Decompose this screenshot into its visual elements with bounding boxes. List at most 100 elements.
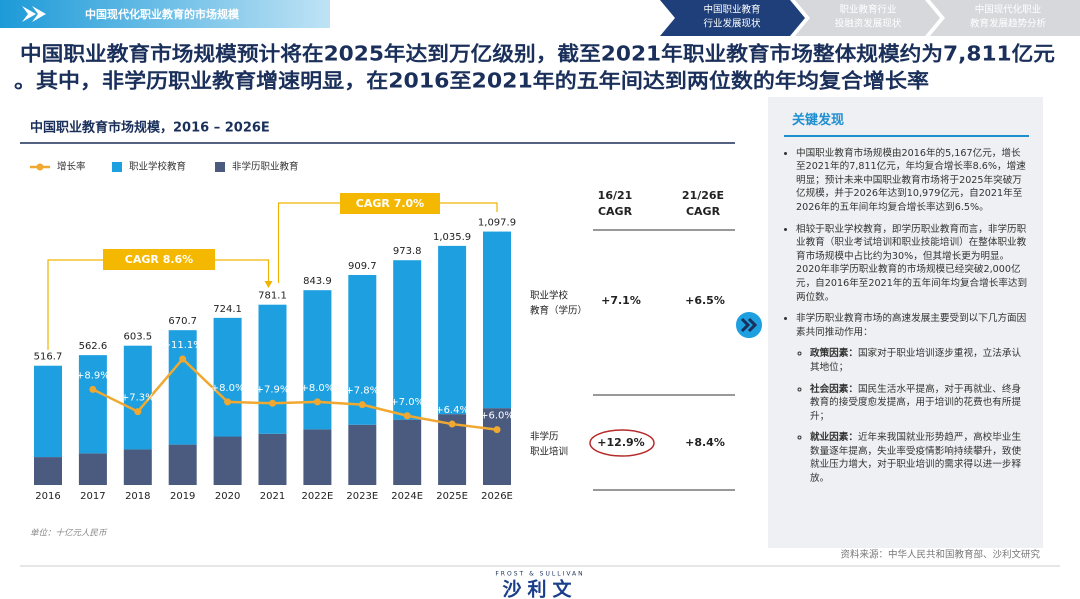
- bar-segment: [393, 419, 422, 485]
- bullet-group: 非学历职业教育市场的高速发展主要受到以下几方面因素共同推动作用： 政策因素：国家…: [796, 312, 1029, 486]
- growth-point: [89, 385, 97, 393]
- legend-label: 职业学校教育: [129, 161, 186, 173]
- bar-segment: [348, 275, 377, 425]
- nav-tab-label: 行业发展现状: [703, 18, 761, 30]
- growth-point: [224, 398, 232, 406]
- bar-segment: [483, 408, 511, 485]
- bar-segment: [483, 231, 511, 409]
- x-tick-label: 2016: [35, 491, 60, 502]
- bar-segment: [123, 345, 152, 450]
- factor-text: 国家对于职业培训逐步重视，立法承认其地位；: [810, 348, 1022, 373]
- total-label: 603.5: [123, 332, 152, 343]
- x-tick-label: 2023E: [346, 491, 378, 502]
- x-tick-label: 2022E: [302, 491, 334, 502]
- bullet: 相较于职业学校教育，即学历职业教育而言，非学历职业教育（职业考试培训和职业技能培…: [796, 223, 1029, 305]
- x-tick-label: 2017: [80, 491, 105, 502]
- bullet: 非学历职业教育市场的高速发展主要受到以下几方面因素共同推动作用：: [796, 313, 1027, 338]
- legend-label: 增长率: [57, 161, 86, 173]
- cagr-label: CAGR 8.6%: [125, 253, 193, 266]
- bar-segment: [258, 304, 287, 434]
- x-tick-label: 2026E: [481, 491, 513, 502]
- nav-tab-label: 中国职业教育: [703, 4, 760, 16]
- logo-en: FROST & SULLIVAN: [495, 571, 584, 578]
- bar-segment: [213, 317, 242, 437]
- table-header: 21/26E: [682, 189, 724, 202]
- x-tick-label: 2021: [260, 491, 285, 502]
- source: 资料来源：中华人民共和国教育部、沙利文研究: [840, 549, 1040, 561]
- bar-segment: [34, 365, 62, 458]
- row-label: 职业培训: [530, 446, 568, 458]
- legend-dot: [36, 163, 44, 171]
- cagr-box: [103, 249, 215, 270]
- nav-tab[interactable]: [795, 0, 940, 36]
- cagr-label: CAGR 7.0%: [356, 197, 424, 210]
- factor-text: 近年来我国就业形势趋严，高校毕业生数量逐年提高，失业率受疫情影响持续攀升，致使就…: [810, 432, 1022, 485]
- bar-segment: [303, 290, 332, 430]
- growth-label: +8.0%: [211, 383, 245, 394]
- growth-point: [179, 355, 187, 363]
- x-tick-label: 2024E: [391, 491, 423, 502]
- bullet: 中国职业教育市场规模由2016年的5,167亿元，增长至2021年的7,811亿…: [796, 147, 1029, 215]
- growth-line: [92, 357, 498, 431]
- table-header: CAGR: [686, 205, 721, 218]
- bar-segment: [78, 453, 107, 485]
- growth-point: [493, 426, 501, 434]
- x-tick-label: 2020: [215, 491, 240, 502]
- table-cell: +12.9%: [597, 436, 644, 449]
- header-icon: [22, 6, 46, 22]
- headline: 中国职业教育市场规模预计将在2025年达到万亿级别，截至2021年职业教育市场整…: [20, 42, 1055, 66]
- bar-segment: [168, 444, 197, 485]
- factor-text: 国民生活水平提高，对于再就业、终身教育的接受度愈发提高，用于培训的花费也有所提升…: [810, 383, 1022, 422]
- growth-label: +8.0%: [301, 383, 335, 394]
- total-label: 670.7: [168, 316, 197, 327]
- panel-title: 关键发现: [784, 97, 1029, 137]
- header-bar: [0, 0, 330, 28]
- table-cell: +8.4%: [685, 436, 725, 449]
- factor: 就业因素：近年来我国就业形势趋严，高校毕业生数量逐年提高，失业率受疫情影响持续攀…: [810, 431, 1029, 485]
- key-findings-panel: 关键发现 中国职业教育市场规模由2016年的5,167亿元，增长至2021年的7…: [768, 97, 1043, 548]
- total-label: 1,097.9: [478, 218, 516, 229]
- nav-tab-label: 职业教育行业: [839, 4, 896, 16]
- factor-label: 社会因素：: [810, 383, 858, 395]
- growth-label: +6.4%: [435, 405, 469, 416]
- table-header: CAGR: [598, 205, 633, 218]
- bar-segment: [348, 424, 377, 485]
- growth-label: +7.0%: [390, 397, 424, 408]
- growth-point: [269, 399, 276, 407]
- legend-swatch: [215, 162, 225, 172]
- bar-segment: [393, 260, 422, 420]
- growth-point: [403, 412, 411, 420]
- table-header: 16/21: [598, 189, 633, 202]
- growth-label: +7.9%: [256, 384, 290, 395]
- legend-label: 非学历职业教育: [232, 161, 299, 173]
- arrow-icon: [740, 317, 758, 333]
- row-label: 职业学校: [530, 290, 569, 302]
- growth-label: +7.8%: [345, 386, 379, 397]
- bar-segment: [258, 433, 287, 485]
- factor-label: 就业因素：: [810, 432, 858, 444]
- nav-tab-label: 投融资发展现状: [835, 18, 902, 30]
- nav-tab[interactable]: [660, 0, 805, 36]
- total-label: 973.8: [393, 246, 422, 257]
- bar-segment: [213, 436, 242, 485]
- table-cell: +7.1%: [601, 294, 641, 307]
- bullet-list: 中国职业教育市场规模由2016年的5,167亿元，增长至2021年的7,811亿…: [784, 147, 1029, 486]
- total-label: 843.9: [303, 276, 332, 287]
- total-label: 516.7: [34, 352, 63, 363]
- x-tick-label: 2025E: [436, 491, 468, 502]
- nav-tab-label: 中国现代化职业: [975, 4, 1042, 16]
- table-cell: +6.5%: [685, 294, 725, 307]
- total-label: 562.6: [79, 341, 108, 352]
- bar-segment: [303, 429, 332, 485]
- bar-segment: [78, 355, 107, 454]
- factor: 社会因素：国民生活水平提高，对于再就业、终身教育的接受度愈发提高，用于培训的花费…: [810, 383, 1029, 424]
- row-label: 非学历: [530, 431, 559, 443]
- row-label: 教育（学历）: [530, 305, 587, 317]
- nav-tab[interactable]: [930, 0, 1080, 36]
- headline: 。其中，非学历职业教育增速明显，在2016至2021年的五年间达到两位数的年均复…: [14, 69, 929, 93]
- x-tick-label: 2018: [125, 491, 150, 502]
- x-tick-label: 2019: [170, 491, 195, 502]
- total-label: 724.1: [213, 304, 242, 315]
